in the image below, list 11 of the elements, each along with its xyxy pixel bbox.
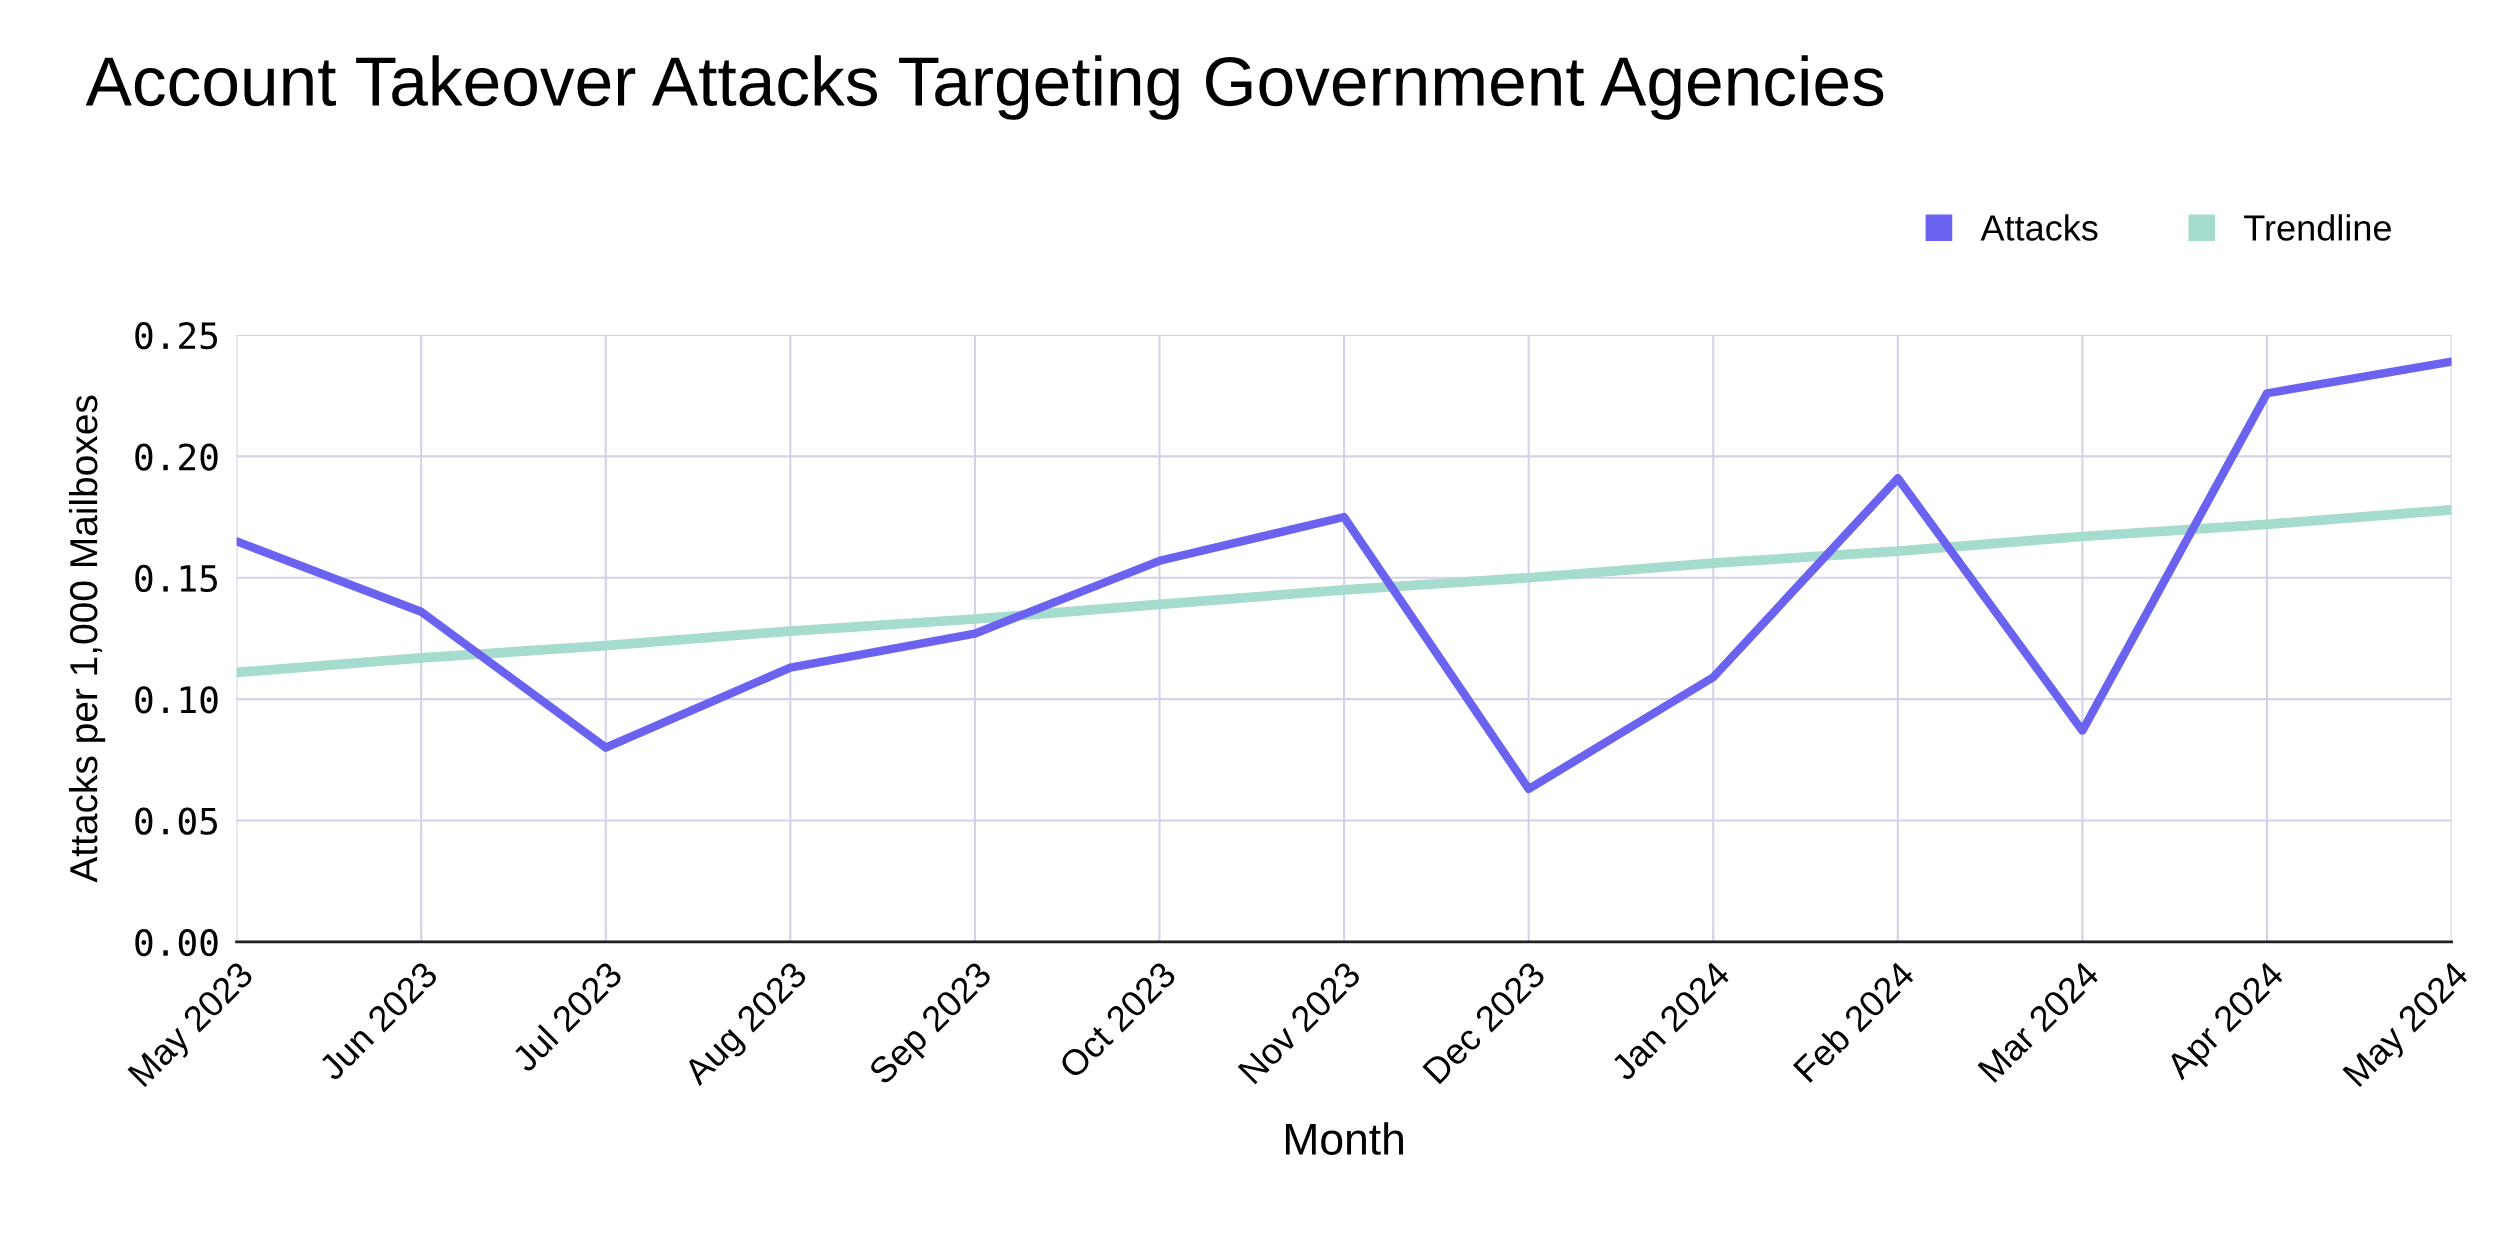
y-tick-label: 0.15 [135, 564, 218, 593]
y-tick-label: 0.20 [135, 443, 218, 471]
y-tick-label: 0.05 [135, 807, 218, 835]
y-tick-label: 0.25 [135, 322, 218, 350]
legend-label: Trendline [2244, 214, 2391, 241]
y-tick-label: 0.10 [135, 686, 218, 714]
x-axis-title: Month [1285, 1122, 1403, 1155]
legend-label: Attacks [1980, 214, 2098, 241]
y-axis-title: Attacks per 1,000 Mailboxes [68, 395, 106, 883]
chart-title: Account Takeover Attacks Targeting Government Agencies [85, 55, 1884, 120]
y-tick-label: 0.00 [135, 928, 218, 957]
